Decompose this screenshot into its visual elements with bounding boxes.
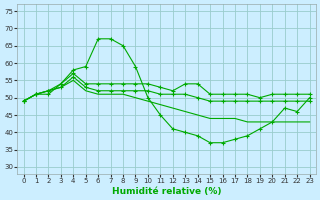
X-axis label: Humidité relative (%): Humidité relative (%) bbox=[112, 187, 221, 196]
